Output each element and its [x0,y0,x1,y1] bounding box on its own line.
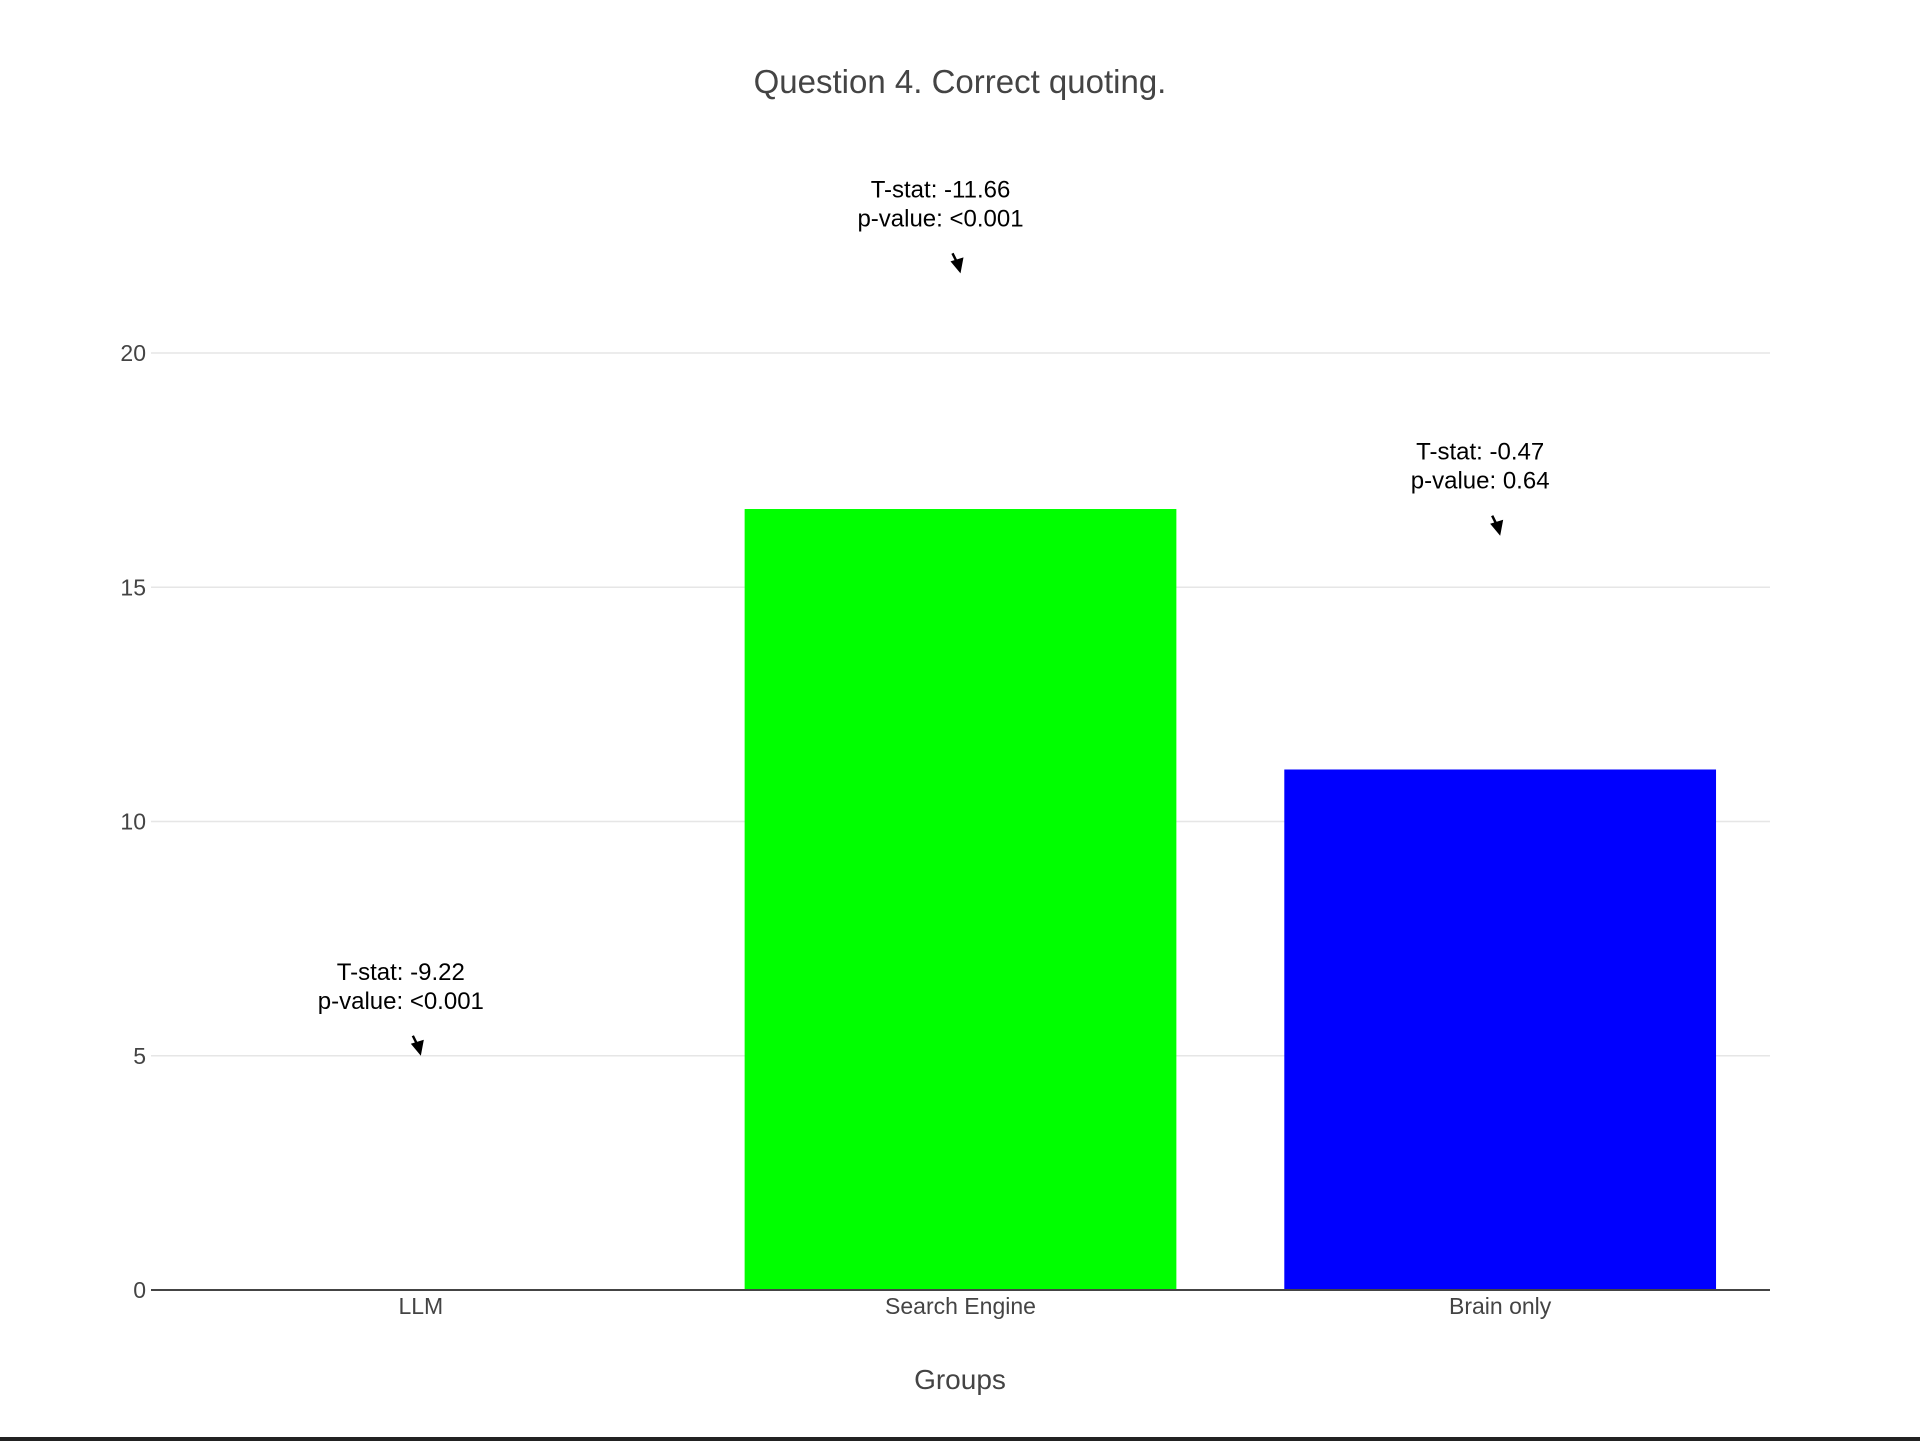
annotation-text: T-stat: -9.22 [337,959,465,986]
x-tick-label: Search Engine [885,1293,1036,1319]
annotation-text: p-value: 0.64 [1411,468,1550,495]
annotation-arrow-head [410,1039,424,1056]
annotation-arrow-head [950,257,964,274]
axes: 0 5 10 15 20 LLM Search Engine Brain only [120,340,1770,1319]
x-axis-title: Groups [914,1364,1006,1395]
bar-brain-only [1284,769,1717,1290]
x-tick-label: LLM [398,1293,443,1319]
bar-search-engine [744,509,1177,1290]
y-tick-label: 20 [120,340,146,366]
annotation-text: T-stat: -0.47 [1416,439,1544,466]
y-tick-label: 0 [133,1277,146,1303]
x-tick-label: Brain only [1449,1293,1552,1319]
chart-title: Question 4. Correct quoting. [754,63,1167,100]
annotation-text: p-value: <0.001 [857,205,1023,232]
bottom-divider [0,1437,1920,1441]
annotation-arrow-head [1490,519,1504,536]
y-tick-label: 10 [120,809,146,835]
annotation-text: T-stat: -11.66 [871,176,1011,203]
y-tick-label: 5 [133,1043,146,1069]
y-tick-label: 15 [120,574,146,600]
bars [744,509,1717,1290]
annotation-text: p-value: <0.001 [318,988,484,1015]
